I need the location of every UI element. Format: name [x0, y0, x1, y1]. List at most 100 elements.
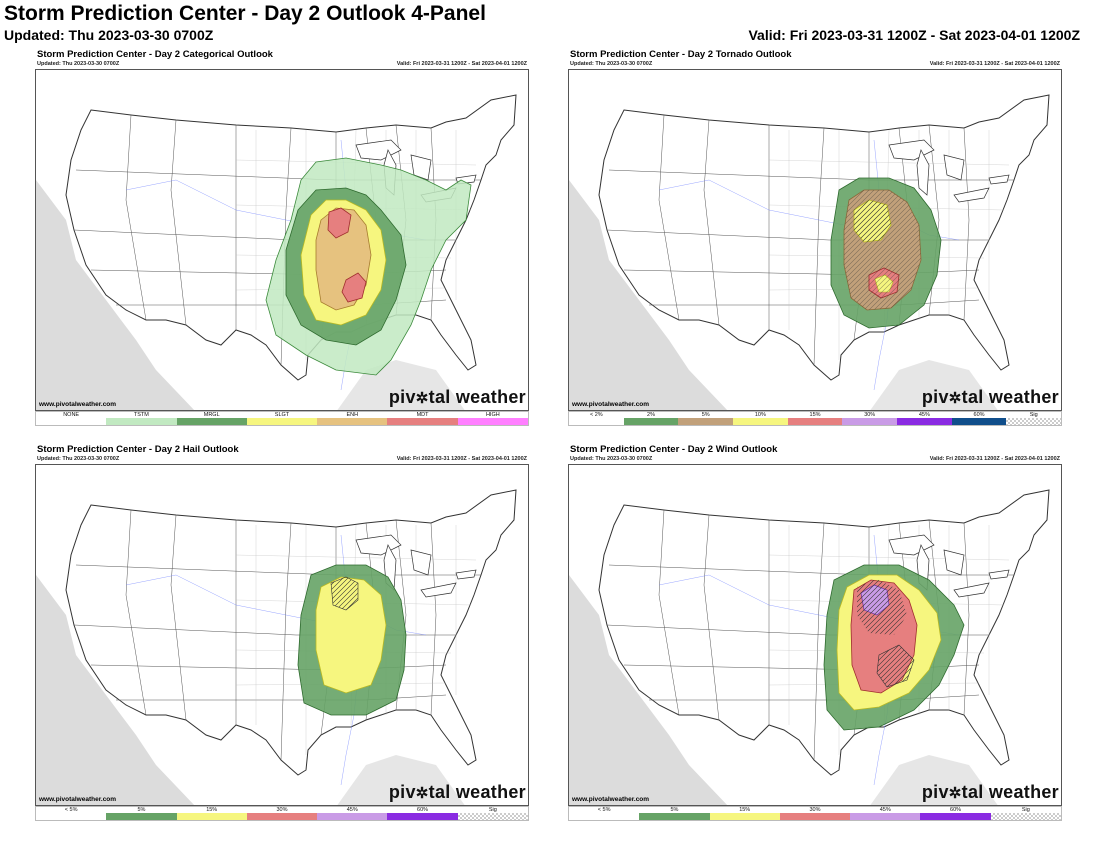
legend-item: TSTM — [106, 412, 177, 425]
legend-label: 45% — [879, 807, 891, 813]
panel-updated: Updated: Thu 2023-03-30 0700Z — [570, 61, 653, 67]
outlook-areas — [265, 157, 472, 376]
panel-title: Storm Prediction Center - Day 2 Wind Out… — [570, 444, 778, 455]
panel-valid: Valid: Fri 2023-03-31 1200Z - Sat 2023-0… — [396, 456, 527, 462]
legend-hail: < 5% 5% 15% 30% 45% 60% Sig — [35, 806, 529, 821]
legend-label: SLGT — [274, 412, 290, 418]
gear-icon: ✲ — [948, 785, 962, 802]
site-url[interactable]: www.pivotalweather.com — [572, 796, 650, 803]
legend-item: < 5% — [569, 807, 640, 820]
legend-swatch — [246, 813, 318, 820]
legend-label: MRGL — [203, 412, 220, 418]
legend-label: 30% — [864, 412, 876, 418]
gear-icon: ✲ — [948, 390, 962, 407]
map-hail: www.pivotalweather.com piv✲tal weather — [35, 464, 529, 806]
legend-item: Sig — [1006, 412, 1062, 425]
header-valid: Valid: Fri 2023-03-31 1200Z - Sat 2023-0… — [748, 27, 1080, 43]
legend-swatch — [678, 418, 734, 425]
panel-updated: Updated: Thu 2023-03-30 0700Z — [37, 456, 120, 462]
legend-item: 15% — [787, 412, 843, 425]
legend-swatch — [317, 813, 388, 820]
map-tornado: www.pivotalweather.com piv✲tal weather — [568, 69, 1062, 411]
legend-label: 30% — [809, 807, 821, 813]
brand-watermark: piv✲tal weather — [388, 782, 526, 802]
legend-item: HIGH — [457, 412, 528, 425]
legend-swatch — [639, 813, 710, 820]
legend-label: 45% — [346, 807, 358, 813]
legend-swatch — [787, 418, 843, 425]
legend-label: 15% — [206, 807, 218, 813]
legend-categorical: NONE TSTM MRGL SLGT ENH MDT HIGH — [35, 411, 529, 426]
legend-item: 5% — [639, 807, 710, 820]
legend-item: < 5% — [36, 807, 107, 820]
legend-item: MRGL — [176, 412, 247, 425]
site-url[interactable]: www.pivotalweather.com — [39, 796, 117, 803]
legend-swatch — [317, 418, 388, 425]
legend-label: 30% — [276, 807, 288, 813]
outlook-areas — [830, 177, 942, 329]
legend-label: 5% — [670, 807, 679, 813]
legend-label: 2% — [647, 412, 655, 418]
legend-label: TSTM — [133, 412, 149, 418]
legend-item: Sig — [990, 807, 1061, 820]
panel-valid: Valid: Fri 2023-03-31 1200Z - Sat 2023-0… — [396, 61, 527, 67]
legend-label: HIGH — [485, 412, 500, 418]
legend-item: 30% — [842, 412, 898, 425]
legend-label: < 2% — [589, 412, 603, 418]
legend-item: 5% — [106, 807, 177, 820]
brand-watermark: piv✲tal weather — [921, 387, 1059, 407]
site-url[interactable]: www.pivotalweather.com — [572, 401, 650, 408]
legend-item: MDT — [387, 412, 458, 425]
legend-swatch — [457, 813, 528, 820]
main-title: Storm Prediction Center - Day 2 Outlook … — [4, 2, 486, 25]
legend-item: 30% — [246, 807, 318, 820]
legend-item: 60% — [387, 807, 458, 820]
legend-item: SLGT — [246, 412, 318, 425]
panel-valid: Valid: Fri 2023-03-31 1200Z - Sat 2023-0… — [929, 456, 1060, 462]
legend-item: NONE — [36, 412, 107, 425]
legend-label: 45% — [918, 412, 930, 418]
header-updated: Updated: Thu 2023-03-30 0700Z — [4, 27, 214, 43]
legend-item: ENH — [317, 412, 388, 425]
panel-valid: Valid: Fri 2023-03-31 1200Z - Sat 2023-0… — [929, 61, 1060, 67]
legend-label: Sig — [1029, 412, 1038, 418]
legend-swatch — [842, 418, 898, 425]
legend-label: < 5% — [64, 807, 78, 813]
legend-label: < 5% — [597, 807, 611, 813]
legend-label: NONE — [63, 412, 80, 418]
legend-swatch — [779, 813, 851, 820]
legend-item: 5% — [678, 412, 734, 425]
panel-title: Storm Prediction Center - Day 2 Tornado … — [570, 49, 792, 60]
legend-swatch — [457, 418, 528, 425]
legend-item: 45% — [317, 807, 388, 820]
legend-item: 15% — [709, 807, 780, 820]
legend-swatch — [246, 418, 318, 425]
panel-wind: Storm Prediction Center - Day 2 Wind Out… — [568, 444, 1062, 828]
legend-wind: < 5% 5% 15% 30% 45% 60% Sig — [568, 806, 1062, 821]
legend-swatch — [623, 418, 679, 425]
legend-label: MDT — [416, 412, 429, 418]
legend-label: 15% — [809, 412, 821, 418]
legend-swatch — [106, 813, 177, 820]
legend-swatch — [990, 813, 1061, 820]
legend-item: Sig — [457, 807, 528, 820]
brand-watermark: piv✲tal weather — [921, 782, 1059, 802]
legend-swatch — [920, 813, 991, 820]
legend-item: 2% — [623, 412, 679, 425]
legend-item: 60% — [920, 807, 991, 820]
panel-hail: Storm Prediction Center - Day 2 Hail Out… — [35, 444, 529, 828]
legend-item: 10% — [733, 412, 788, 425]
site-url[interactable]: www.pivotalweather.com — [39, 401, 117, 408]
legend-swatch — [36, 418, 107, 425]
legend-swatch — [106, 418, 177, 425]
legend-swatch — [569, 418, 624, 425]
legend-label: 60% — [417, 807, 429, 813]
legend-item: < 2% — [569, 412, 624, 425]
legend-swatch — [709, 813, 780, 820]
brand-watermark: piv✲tal weather — [388, 387, 526, 407]
gear-icon: ✲ — [415, 785, 429, 802]
map-wind: www.pivotalweather.com piv✲tal weather — [568, 464, 1062, 806]
legend-label: 5% — [701, 412, 710, 418]
legend-label: ENH — [346, 412, 359, 418]
legend-label: Sig — [1021, 807, 1030, 813]
